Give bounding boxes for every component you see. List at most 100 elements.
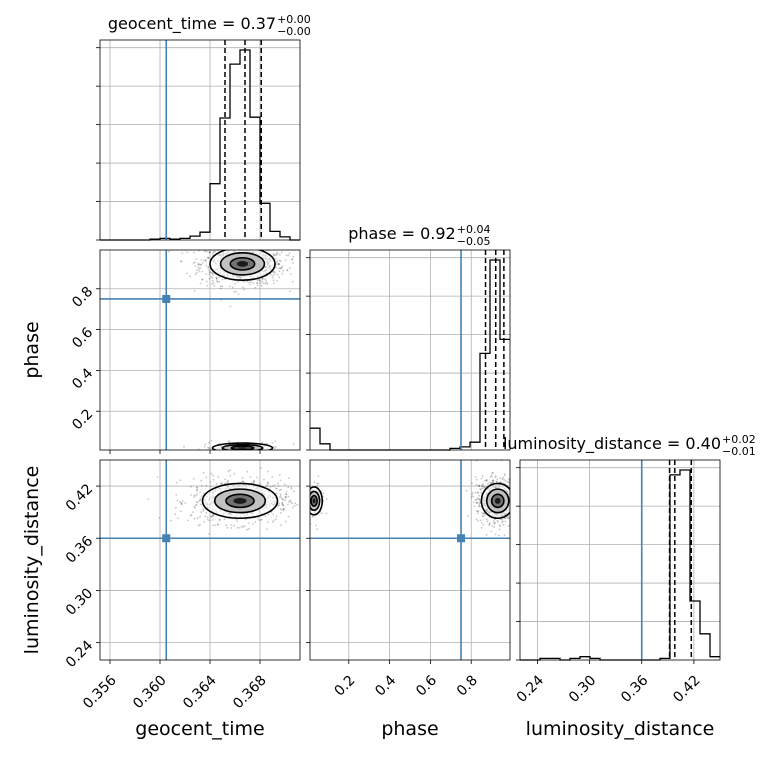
sample-point (214, 524, 217, 527)
sample-point (515, 519, 517, 521)
sample-point (489, 481, 491, 484)
sample-point (302, 508, 304, 510)
sample-point (304, 497, 306, 499)
sample-point (506, 516, 509, 519)
sample-point (511, 494, 513, 496)
sample-point (228, 285, 231, 288)
sample-point (243, 288, 245, 291)
sample-point (208, 519, 211, 522)
sample-point (212, 282, 215, 284)
sample-point (277, 484, 280, 487)
sample-point (514, 507, 516, 509)
sample-point (234, 242, 236, 244)
sample-point (312, 515, 315, 518)
sample-point (488, 522, 491, 525)
sample-point (206, 516, 209, 519)
sample-point (480, 477, 483, 480)
sample-point (230, 527, 233, 529)
sample-point (275, 515, 278, 518)
sample-point (279, 496, 281, 499)
sample-point (513, 504, 515, 506)
sample-point (511, 493, 513, 495)
sample-point (284, 499, 286, 502)
sample-point (307, 521, 309, 523)
sample-point (284, 241, 286, 243)
sample-point (522, 519, 524, 521)
sample-point (253, 480, 255, 483)
sample-point (511, 499, 513, 501)
sample-point (190, 513, 193, 516)
sample-point (273, 247, 275, 249)
sample-point (193, 290, 196, 292)
sample-point (207, 266, 210, 268)
sample-point (279, 495, 282, 497)
sample-point (476, 497, 479, 499)
sample-point (209, 480, 212, 483)
sample-point (267, 452, 269, 454)
sample-point (304, 512, 306, 514)
sample-point (471, 493, 474, 496)
sample-point (279, 511, 282, 514)
sample-point (280, 251, 283, 254)
sample-point (206, 243, 208, 245)
sample-point (273, 253, 276, 256)
sample-point (475, 501, 478, 504)
sample-point (276, 261, 278, 264)
sample-point (199, 497, 202, 500)
density-contour (312, 498, 316, 504)
sample-point (513, 486, 515, 488)
sample-point (482, 515, 484, 518)
sample-point (271, 242, 273, 244)
sample-point (306, 514, 308, 516)
sample-point (492, 520, 495, 523)
sample-point (481, 485, 483, 487)
sample-point (278, 474, 281, 476)
density-group (209, 250, 276, 450)
y-tick-label: 0.36 (63, 533, 96, 566)
sample-point (207, 257, 210, 259)
x-tick-label: 0.42 (670, 672, 703, 705)
sample-point (485, 534, 488, 536)
sample-point (272, 271, 275, 273)
sample-point (303, 512, 305, 514)
sample-point (306, 488, 308, 490)
sample-point (201, 485, 203, 487)
sample-point (292, 255, 295, 258)
sample-point (503, 534, 506, 537)
sample-point (515, 506, 517, 508)
sample-point (515, 485, 517, 487)
sample-point (236, 520, 239, 522)
sample-point (522, 499, 524, 501)
sample-point (212, 515, 214, 518)
sample-point (221, 285, 224, 288)
sample-point (156, 476, 159, 478)
sample-point (280, 497, 283, 499)
sample-point (214, 250, 216, 253)
sample-point (232, 228, 234, 230)
sample-point (234, 282, 237, 285)
sample-point (273, 248, 275, 250)
sample-point (259, 240, 261, 242)
sample-point (514, 512, 516, 514)
x-tick-label: 0.8 (454, 672, 481, 699)
sample-point (215, 278, 218, 281)
sample-point (266, 528, 268, 530)
y-tick-label: 0.6 (69, 325, 96, 352)
sample-point (272, 513, 275, 516)
sample-point (516, 504, 518, 506)
sample-point (290, 487, 293, 490)
sample-point (215, 452, 217, 454)
sample-point (284, 520, 287, 523)
sample-point (175, 494, 178, 496)
sample-point (219, 482, 222, 485)
sample-point (286, 269, 289, 272)
sample-point (477, 492, 479, 495)
sample-point (270, 273, 272, 276)
sample-point (263, 478, 265, 481)
sample-point (514, 521, 516, 523)
sample-point (275, 253, 278, 256)
sample-point (227, 479, 230, 482)
sample-point (242, 526, 245, 528)
sample-point (503, 474, 506, 477)
sample-point (274, 273, 276, 275)
